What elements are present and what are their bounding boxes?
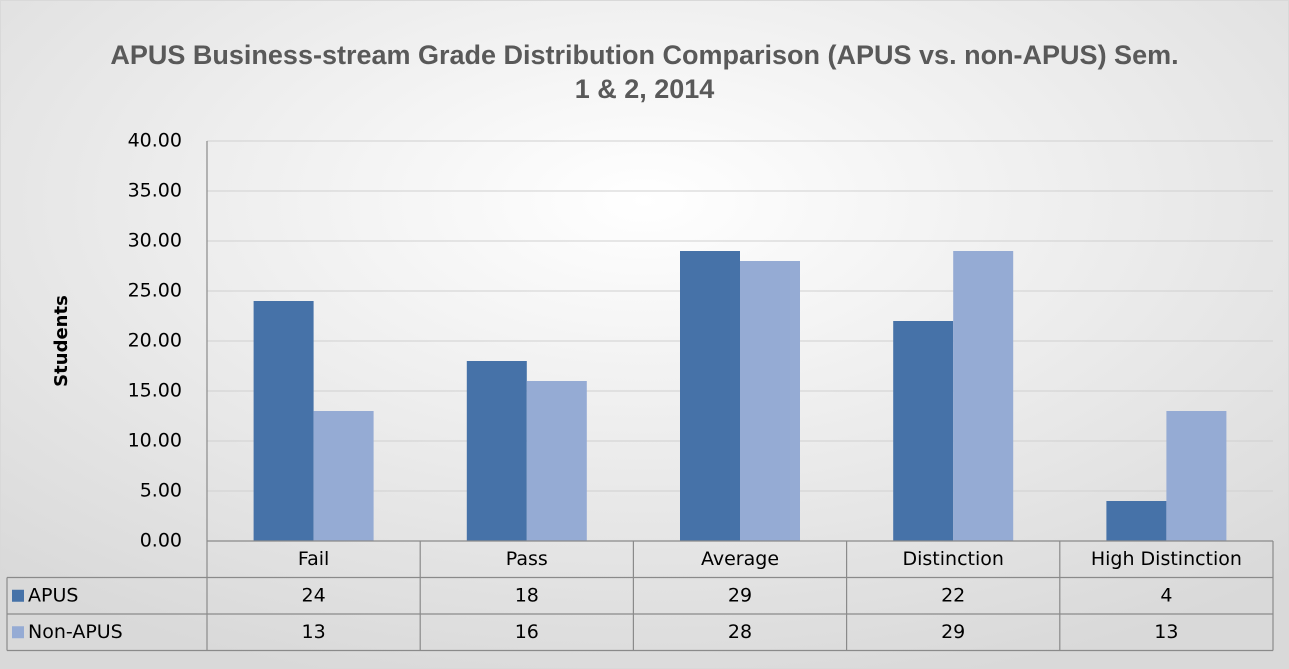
table-value: 22	[941, 584, 965, 606]
legend-label: Non-APUS	[28, 621, 123, 643]
y-tick-label: 15.00	[128, 380, 182, 402]
table-value: 28	[728, 621, 752, 643]
y-axis-label: Students	[51, 295, 72, 387]
y-tick-label: 25.00	[128, 280, 182, 302]
legend-swatch	[12, 626, 24, 639]
y-tick-label: 10.00	[128, 430, 182, 452]
table-value: 18	[515, 584, 539, 606]
category-label: High Distinction	[1091, 548, 1242, 570]
legend-swatch	[12, 589, 24, 602]
table-value: 24	[302, 584, 326, 606]
bar	[740, 261, 800, 541]
y-tick-label: 20.00	[128, 330, 182, 352]
bar	[466, 361, 527, 541]
category-label: Pass	[506, 548, 548, 570]
category-label: Distinction	[902, 548, 1003, 570]
bar	[526, 381, 587, 541]
category-label: Average	[701, 548, 779, 570]
chart-title: APUS Business-stream Grade Distribution …	[110, 40, 1179, 104]
table-value: 29	[941, 621, 965, 643]
bar	[1106, 501, 1167, 541]
table-value: 29	[728, 584, 752, 606]
y-tick-label: 5.00	[140, 480, 182, 502]
bar	[953, 251, 1014, 541]
table-value: 16	[515, 621, 539, 643]
bar	[893, 321, 954, 541]
legend-label: APUS	[28, 584, 78, 606]
category-label: Fail	[298, 548, 329, 570]
bar	[313, 411, 374, 541]
bar	[253, 301, 314, 541]
bar	[1166, 411, 1227, 541]
y-tick-label: 0.00	[140, 530, 182, 552]
y-tick-label: 40.00	[128, 130, 182, 152]
bar	[680, 251, 740, 541]
table-value: 13	[1154, 621, 1178, 643]
y-tick-label: 35.00	[128, 180, 182, 202]
table-value: 4	[1160, 584, 1172, 606]
y-tick-label: 30.00	[128, 230, 182, 252]
table-value: 13	[302, 621, 326, 643]
